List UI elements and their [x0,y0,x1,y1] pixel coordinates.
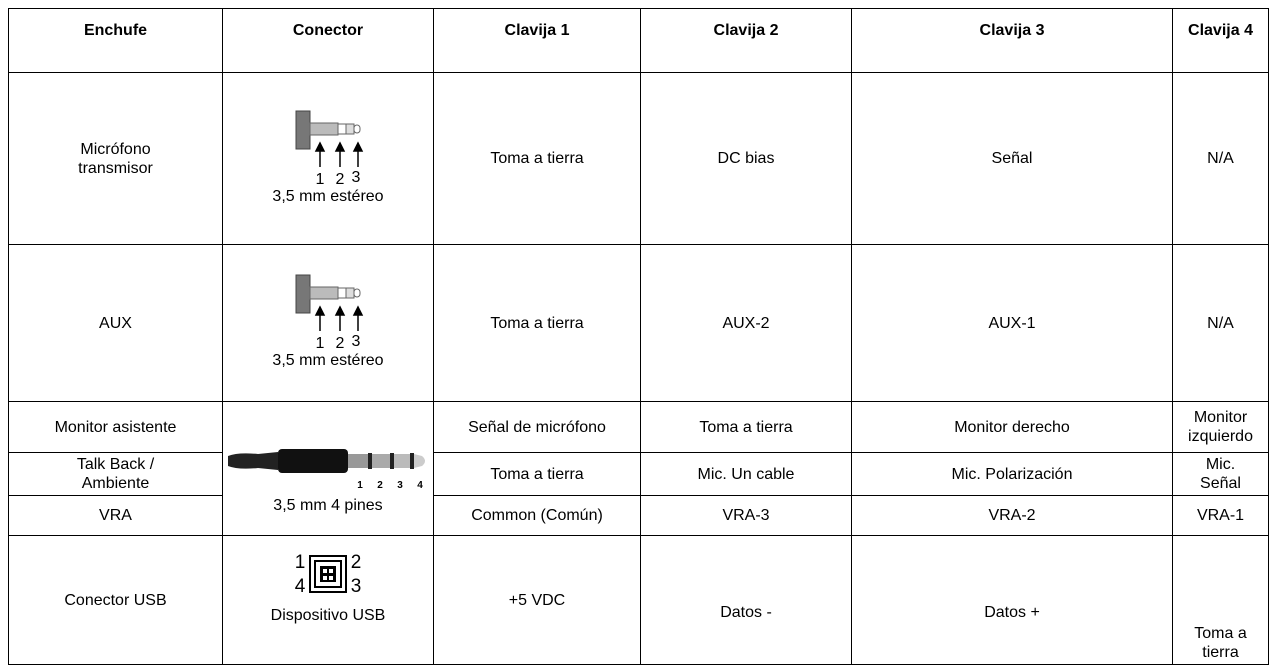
pin-cell: VRA-3 [640,495,852,536]
pin-cell: Señal [851,72,1173,245]
header-cell: Clavija 2 [640,8,852,73]
pin-cell: Monitor izquierdo [1172,401,1269,453]
pin-number: 4 [295,576,306,597]
pin-cell: AUX-1 [851,244,1173,402]
pin-cell: Toma a tierra [433,72,641,245]
plug: VRA [8,495,223,536]
plug: Micrófono transmisor [8,72,223,245]
row: AUX 1 2 3 3,5 mm estéreo Toma a tierra A… [8,244,1269,402]
pin-number: 1 [357,480,363,491]
pin-number: 4 [417,480,423,491]
connector-label: 3,5 mm 4 pines [273,497,382,514]
row: Micrófono transmisor 1 2 3 3,5 mm estére… [8,72,1269,245]
pin-cell: Datos + [851,535,1173,665]
pin-cell: Datos - [640,535,852,665]
pin-cell: N/A [1172,244,1269,402]
connector-label: 3,5 mm estéreo [272,352,383,368]
connector: 1 2 3 3,5 mm estéreo [222,244,434,402]
pin-number: 2 [336,335,345,352]
connector-label: Dispositivo USB [271,607,386,624]
header-cell: Clavija 3 [851,8,1173,73]
pin-cell: Mic. Un cable [640,452,852,496]
pin-number: 2 [351,552,362,573]
pin-cell: Monitor derecho [851,401,1173,453]
header-cell: Enchufe [8,8,223,73]
usb-b-icon: 1 2 4 3 Dispositivo USB [271,552,386,624]
stereo-jack-icon: 1 2 3 3,5 mm estéreo [272,110,384,205]
row: Conector USB 1 2 4 3 Dispositivo USB +5 … [8,535,1269,665]
trrs-jack-icon: 1 2 3 4 3,5 mm 4 pines [228,449,425,514]
row: Talk Back / Ambiente Toma a tierra Mic. … [8,452,1269,496]
pin-cell: Mic. Polarización [851,452,1173,496]
pin-cell: N/A [1172,72,1269,245]
row: VRA Common (Común) VRA-3 VRA-2 VRA-1 [8,495,1269,536]
pin-number: 3 [352,333,361,350]
pin-number: 1 [316,171,325,188]
pin-cell: VRA-1 [1172,495,1269,536]
plug: Talk Back / Ambiente [8,452,223,496]
pin-number: 2 [336,171,345,188]
connector: 1 2 3 4 3,5 mm 4 pines [222,401,434,536]
row: Monitor asistente 1 2 3 4 3,5 mm 4 pines… [8,401,1269,536]
pin-number: 3 [352,169,361,186]
pin-cell: Common (Común) [433,495,641,536]
connector: 1 2 3 3,5 mm estéreo [222,72,434,245]
pin-cell: Mic. Señal [1172,452,1269,496]
pin-number: 1 [316,335,325,352]
pin-number: 2 [377,480,383,491]
header-cell: Clavija 1 [433,8,641,73]
pin-cell: VRA-2 [851,495,1173,536]
pin-number: 1 [295,552,306,573]
connector-label: 3,5 mm estéreo [272,188,383,204]
pin-cell: AUX-2 [640,244,852,402]
pin-cell: Toma a tierra [640,401,852,453]
pin-cell: Señal de micrófono [433,401,641,453]
plug: Monitor asistente [8,401,223,453]
pin-cell: Toma a tierra [433,452,641,496]
pin-number: 3 [351,576,362,597]
connector: 1 2 4 3 Dispositivo USB [222,535,434,665]
pin-number: 3 [397,480,403,491]
stereo-jack-icon: 1 2 3 3,5 mm estéreo [272,274,384,369]
plug: AUX [8,244,223,402]
pin-cell: +5 VDC [433,535,641,665]
pin-cell: DC bias [640,72,852,245]
pin-cell: Toma a tierra [433,244,641,402]
pinout-table: Enchufe Conector Clavija 1 Clavija 2 Cla… [8,8,1269,665]
pin-cell: Toma a tierra [1172,535,1269,665]
plug: Conector USB [8,535,223,665]
header-cell: Conector [222,8,434,73]
header-row: Enchufe Conector Clavija 1 Clavija 2 Cla… [8,8,1269,73]
header-cell: Clavija 4 [1172,8,1269,73]
